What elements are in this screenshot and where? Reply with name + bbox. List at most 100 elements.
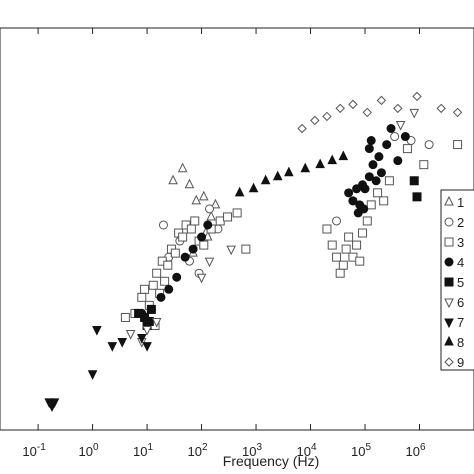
data-point-series-8 <box>327 154 338 165</box>
data-point-series-7 <box>87 370 98 380</box>
data-point-series-4 <box>197 232 207 242</box>
legend-marker-9 <box>444 357 454 367</box>
data-point-series-6 <box>204 257 215 268</box>
data-point-series-4 <box>393 156 403 166</box>
legend: 1 2 3 4 5 6 7 8 9 <box>440 189 474 371</box>
data-point-series-4 <box>348 196 358 206</box>
data-point-series-1 <box>177 162 188 173</box>
data-point-series-6 <box>151 317 162 328</box>
data-point-series-1 <box>168 174 178 185</box>
data-point-series-8 <box>260 174 271 185</box>
data-point-series-3 <box>358 228 368 238</box>
data-point-series-3 <box>170 248 180 258</box>
data-point-series-4 <box>376 168 386 178</box>
data-point-series-9 <box>310 115 320 126</box>
data-point-series-3 <box>232 208 242 218</box>
data-point-series-8 <box>315 158 325 169</box>
data-point-series-6 <box>196 273 207 284</box>
x-tick-label: 106 <box>405 442 425 459</box>
x-tick-label: 104 <box>297 442 317 459</box>
x-tick-label: 10-1 <box>22 442 46 459</box>
data-point-series-8 <box>234 186 245 197</box>
data-point-series-3 <box>120 312 130 322</box>
data-point-series-3 <box>332 252 342 262</box>
legend-marker-6 <box>444 298 454 309</box>
data-point-series-4 <box>364 144 374 154</box>
data-point-series-3 <box>352 240 362 250</box>
legend-label: 2 <box>457 215 464 230</box>
data-point-series-4 <box>364 172 374 182</box>
data-point-series-2 <box>158 220 168 230</box>
data-point-series-7 <box>142 342 152 352</box>
legend-label: 7 <box>457 315 464 330</box>
x-tick-label: 102 <box>188 442 208 459</box>
data-point-series-3 <box>215 216 225 226</box>
data-point-series-4 <box>382 140 392 150</box>
data-point-series-4 <box>386 124 396 133</box>
legend-marker-4 <box>444 257 454 267</box>
data-point-series-3 <box>190 216 200 226</box>
data-point-series-3 <box>338 260 348 270</box>
data-point-series-4 <box>203 220 213 230</box>
data-point-series-3 <box>178 232 188 242</box>
x-tick-label: 101 <box>133 442 153 459</box>
data-point-series-3 <box>186 224 196 234</box>
data-point-series-3 <box>419 160 429 170</box>
data-point-series-8 <box>272 170 283 181</box>
data-point-series-3 <box>140 284 150 294</box>
plot-area-frame <box>0 27 474 431</box>
data-point-series-4 <box>374 152 384 162</box>
data-point-series-3 <box>453 140 463 150</box>
data-point-series-3 <box>241 244 251 254</box>
data-point-series-4 <box>344 188 354 198</box>
data-point-series-6 <box>125 330 136 340</box>
data-point-series-4 <box>188 244 198 254</box>
data-point-series-6 <box>226 245 237 256</box>
legend-label: 9 <box>457 355 464 370</box>
data-point-series-3 <box>362 216 372 226</box>
data-point-series-4 <box>360 184 370 194</box>
data-point-series-9 <box>335 103 345 114</box>
legend-marker-3 <box>444 237 454 247</box>
data-point-series-3 <box>163 260 173 270</box>
data-point-series-5 <box>144 316 154 326</box>
legend-marker-1 <box>444 195 454 206</box>
data-point-series-4 <box>164 284 174 294</box>
data-point-series-9 <box>297 123 307 134</box>
data-point-series-7 <box>49 398 60 408</box>
data-point-series-3 <box>160 276 170 286</box>
data-point-series-9 <box>362 107 372 118</box>
data-point-series-4 <box>371 176 381 186</box>
data-point-series-3 <box>137 292 147 302</box>
data-point-series-2 <box>390 132 400 142</box>
data-point-series-9 <box>452 107 463 118</box>
data-point-series-7 <box>136 334 147 344</box>
legend-marker-8 <box>444 335 454 346</box>
data-point-series-3 <box>344 232 354 242</box>
data-point-series-8 <box>300 162 311 173</box>
data-point-series-2 <box>424 140 434 150</box>
data-point-series-3 <box>402 144 412 154</box>
legend-label: 1 <box>457 195 464 210</box>
data-point-series-6 <box>142 326 152 336</box>
legend-label: 4 <box>457 255 464 270</box>
data-point-series-6 <box>395 120 406 131</box>
data-point-series-7 <box>92 326 102 336</box>
data-point-series-3 <box>366 200 376 210</box>
data-point-series-1 <box>206 210 216 221</box>
data-point-series-4 <box>400 132 410 142</box>
data-point-series-9 <box>376 95 387 106</box>
data-point-series-3 <box>322 224 332 234</box>
data-point-series-1 <box>199 190 209 201</box>
data-point-series-3 <box>223 212 233 222</box>
data-point-series-1 <box>210 198 221 209</box>
legend-label: 3 <box>457 235 464 250</box>
data-point-series-9 <box>322 111 332 122</box>
data-point-series-8 <box>338 150 349 161</box>
data-point-series-3 <box>384 176 394 186</box>
data-point-series-5 <box>146 304 156 314</box>
data-point-series-3 <box>355 256 365 266</box>
legend-label: 8 <box>457 335 464 350</box>
data-point-series-6 <box>409 108 420 119</box>
